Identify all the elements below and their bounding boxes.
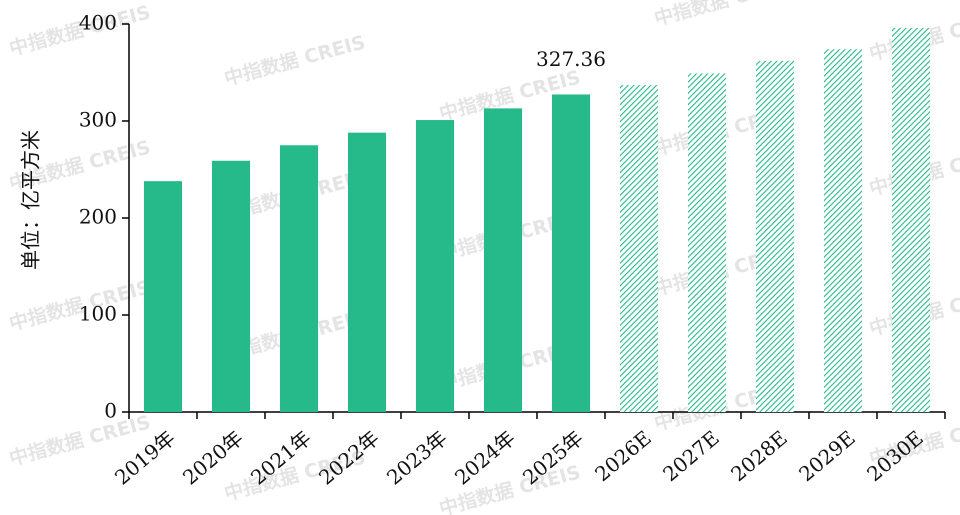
bar [143,181,183,412]
bar [551,94,591,412]
bar [755,60,795,413]
bar [279,145,319,412]
watermark: 中指数据 CREIS [222,30,368,90]
bar [347,132,387,412]
bar [415,120,455,412]
y-tick-label: 0 [104,399,117,423]
value-label: 327.36 [536,47,606,71]
x-tick-label: 2027E [658,426,724,486]
bar [483,108,523,412]
bar [211,160,251,412]
plot: 01002003004002019年2020年2021年2022年2023年20… [79,11,946,490]
y-tick-label: 200 [79,205,117,229]
bar [687,73,727,412]
x-tick-label: 2023年 [382,426,452,490]
y-axis-label: 单位：亿平方米 [19,130,43,270]
x-tick-label: 2028E [726,426,792,486]
watermark: 中指数据 CREIS [652,0,798,30]
y-tick-label: 100 [79,302,117,326]
x-tick-label: 2029E [794,426,860,486]
x-tick-label: 2026E [590,426,656,486]
bar [619,85,659,413]
bar [823,49,863,412]
y-tick-label: 400 [79,11,117,35]
bar [891,27,931,412]
y-tick-label: 300 [79,108,117,132]
